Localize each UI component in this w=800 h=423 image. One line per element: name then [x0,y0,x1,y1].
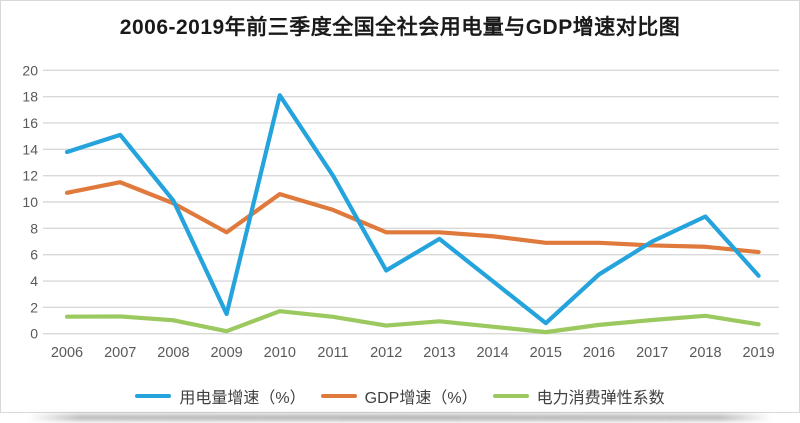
y-axis-tick-label: 2 [30,299,38,315]
legend-label-elasticity: 电力消费弹性系数 [536,390,665,407]
legend-item-electricity-growth: 用电量增速（%） [135,384,306,408]
legend-label-electricity: 用电量增速（%） [179,390,306,407]
y-axis-tick-label: 10 [22,194,38,210]
x-axis-tick-label: 2012 [370,345,402,361]
y-axis-tick-label: 4 [30,273,38,289]
y-axis-tick-label: 18 [22,89,38,105]
y-axis-tick-label: 16 [22,115,38,131]
x-axis-tick-label: 2016 [583,345,615,361]
legend-item-elasticity: 电力消费弹性系数 [492,384,665,408]
x-axis-tick-label: 2014 [476,345,508,361]
x-axis-tick-label: 2019 [742,345,774,361]
y-axis-tick-label: 6 [30,247,38,263]
legend-swatch-gdp-icon [320,394,357,398]
x-axis-tick-label: 2013 [423,345,455,361]
line-chart-plot-area: 0 2 4 6 8 10 12 14 16 18 20 2006 2007 2008 2009 2010 201… [22,62,779,361]
x-axis-tick-label: 2018 [689,345,721,361]
x-axis-tick-label: 2011 [317,345,348,361]
x-axis-tick-label: 2009 [210,345,242,361]
x-axis-tick-label: 2008 [157,345,189,361]
legend-swatch-elasticity-icon [492,394,529,398]
y-axis-tick-label: 0 [30,326,38,342]
x-axis-tick-label: 2017 [636,345,668,361]
y-axis-tick-label: 14 [22,141,38,157]
series-line-2 [64,309,761,335]
chart-card: 2006-2019年前三季度全国全社会用电量与GDP增速对比图 0 2 4 6 8 10 1… [0,0,800,413]
legend-item-gdp-growth: GDP增速（%） [320,384,478,408]
legend-swatch-electricity-icon [135,394,172,398]
y-axis-tick-label: 20 [22,62,38,78]
x-axis-tick-label: 2007 [104,345,136,361]
page-drop-shadow [28,414,772,421]
y-axis-tick-label: 12 [22,168,38,184]
chart-legend: 用电量增速（%） GDP增速（%） 电力消费弹性系数 [1,384,799,408]
series-line-0 [64,93,761,326]
x-axis-tick-label: 2010 [264,345,296,361]
x-axis-tick-label: 2015 [530,345,562,361]
legend-label-gdp: GDP增速（%） [364,390,478,407]
y-axis-tick-label: 8 [30,220,38,236]
x-axis-tick-label: 2006 [51,345,83,361]
chart-title: 2006-2019年前三季度全国全社会用电量与GDP增速对比图 [119,16,681,39]
